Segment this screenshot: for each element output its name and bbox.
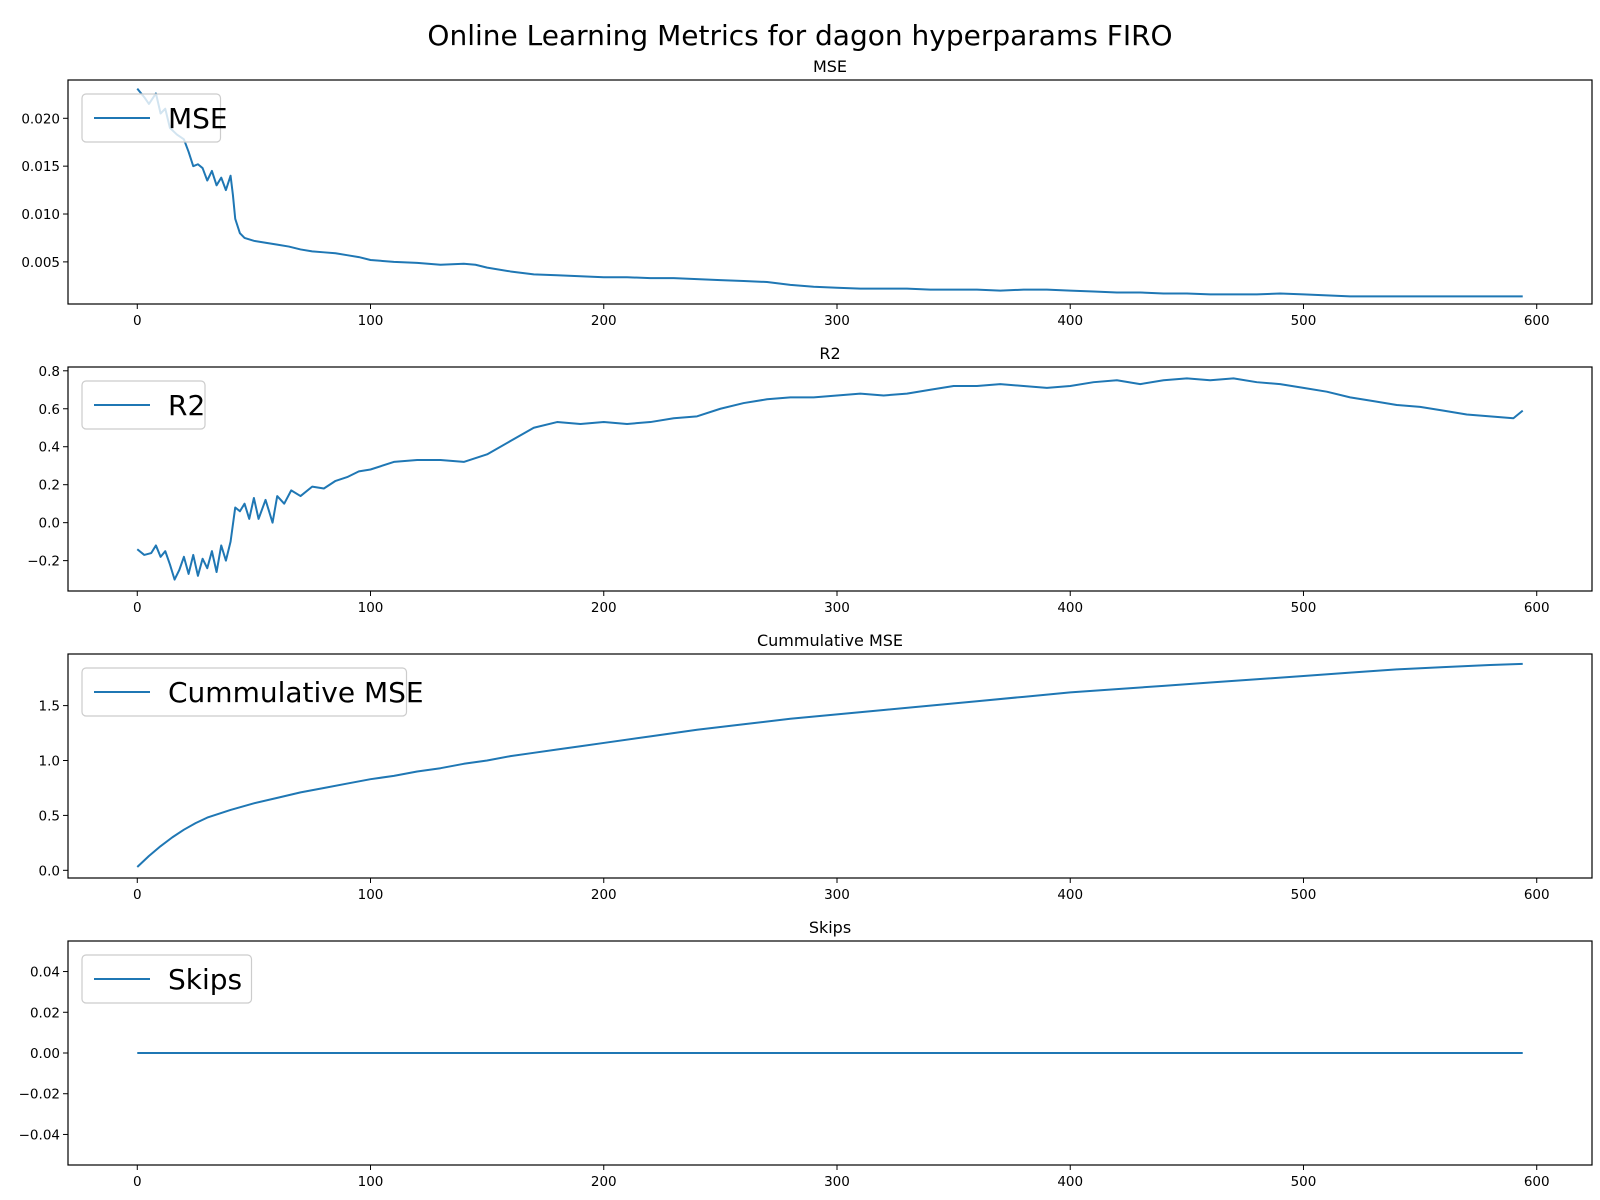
x-tick-label: 600 (1524, 600, 1550, 616)
legend-label: Skips (168, 963, 242, 996)
legend: Skips (81, 954, 253, 1004)
x-tick-label: 300 (824, 600, 850, 616)
x-tick-label: 200 (591, 313, 617, 329)
x-tick-label: 0 (133, 313, 142, 329)
x-tick-label: 300 (824, 1174, 850, 1190)
y-tick-label: 0.4 (39, 440, 60, 456)
y-tick-label: 0.02 (30, 1005, 60, 1021)
legend-label: Cummulative MSE (168, 676, 424, 709)
x-tick-label: 500 (1291, 1174, 1317, 1190)
x-tick-label: 300 (824, 887, 850, 903)
axes-frame (67, 79, 1593, 305)
subplot: Cummulative MSE 0 100 200 300 400 500 600 0.0 0.5… (39, 631, 1593, 903)
subplot: Skips 0 100 200 300 400 500 600 −0.04 −0.02 0.00 0.… (19, 918, 1593, 1190)
x-tick-label: 400 (1057, 600, 1083, 616)
y-tick-label: 0.8 (39, 364, 60, 380)
x-tick-label: 500 (1291, 313, 1317, 329)
x-tick-label: 600 (1524, 313, 1550, 329)
y-tick-label: 0.5 (39, 808, 60, 824)
legend-box (81, 667, 408, 717)
x-tick-label: 400 (1057, 1174, 1083, 1190)
subplot-title: R2 (819, 344, 840, 363)
y-tick-label: 0.020 (21, 111, 60, 127)
x-tick-label: 600 (1524, 887, 1550, 903)
y-tick-label: 1.5 (39, 699, 60, 715)
legend-box (81, 93, 222, 143)
y-tick-label: −0.04 (19, 1127, 60, 1143)
figure-title: Online Learning Metrics for dagon hyperp… (427, 19, 1172, 52)
axes-frame (67, 653, 1593, 879)
x-tick-label: 200 (591, 887, 617, 903)
y-tick-label: 0.0 (39, 863, 60, 879)
x-tick-label: 0 (133, 887, 142, 903)
x-tick-label: 0 (133, 1174, 142, 1190)
legend-label: MSE (168, 102, 228, 135)
subplot: MSE 0 100 200 300 400 500 600 0.005 0.010 0.015 0.0… (21, 57, 1593, 329)
subplot: R2 0 100 200 300 400 500 600 −0.2 0.0 0.2 0.4 0.6 0.8… (27, 344, 1593, 616)
x-tick-label: 100 (358, 887, 384, 903)
y-tick-label: 0.2 (39, 478, 60, 494)
x-tick-label: 200 (591, 600, 617, 616)
subplot-title: MSE (813, 57, 847, 76)
y-tick-label: 0.015 (21, 159, 60, 175)
legend-label: R2 (168, 389, 205, 422)
series-line-mse (136, 87, 1523, 298)
y-tick-label: 0.005 (21, 255, 60, 271)
x-tick-label: 600 (1524, 1174, 1550, 1190)
series-line-r2 (136, 377, 1524, 581)
x-tick-label: 100 (358, 600, 384, 616)
x-tick-label: 100 (358, 313, 384, 329)
legend-box (81, 954, 253, 1004)
x-tick-label: 0 (133, 600, 142, 616)
y-tick-label: −0.02 (19, 1087, 60, 1103)
legend: Cummulative MSE (81, 667, 424, 717)
y-tick-label: 0.6 (39, 402, 60, 418)
axes-frame (67, 366, 1593, 592)
x-tick-label: 300 (824, 313, 850, 329)
x-tick-label: 500 (1291, 600, 1317, 616)
y-tick-label: −0.2 (27, 554, 60, 570)
x-tick-label: 400 (1057, 887, 1083, 903)
subplot-title: Cummulative MSE (757, 631, 903, 650)
axes-container: MSE 0 100 200 300 400 500 600 0.005 0.010 0.015 0.0… (19, 57, 1593, 1190)
series-line-cummulative-mse (136, 662, 1523, 868)
y-tick-label: 0.0 (39, 516, 60, 532)
legend: R2 (81, 380, 206, 430)
x-tick-label: 400 (1057, 313, 1083, 329)
y-tick-label: 0.00 (30, 1046, 60, 1062)
subplot-title: Skips (809, 918, 851, 937)
y-tick-label: 1.0 (39, 754, 60, 770)
x-tick-label: 500 (1291, 887, 1317, 903)
x-tick-label: 100 (358, 1174, 384, 1190)
legend: MSE (81, 93, 228, 143)
x-tick-label: 200 (591, 1174, 617, 1190)
y-tick-label: 0.04 (30, 965, 60, 981)
y-tick-label: 0.010 (21, 207, 60, 223)
